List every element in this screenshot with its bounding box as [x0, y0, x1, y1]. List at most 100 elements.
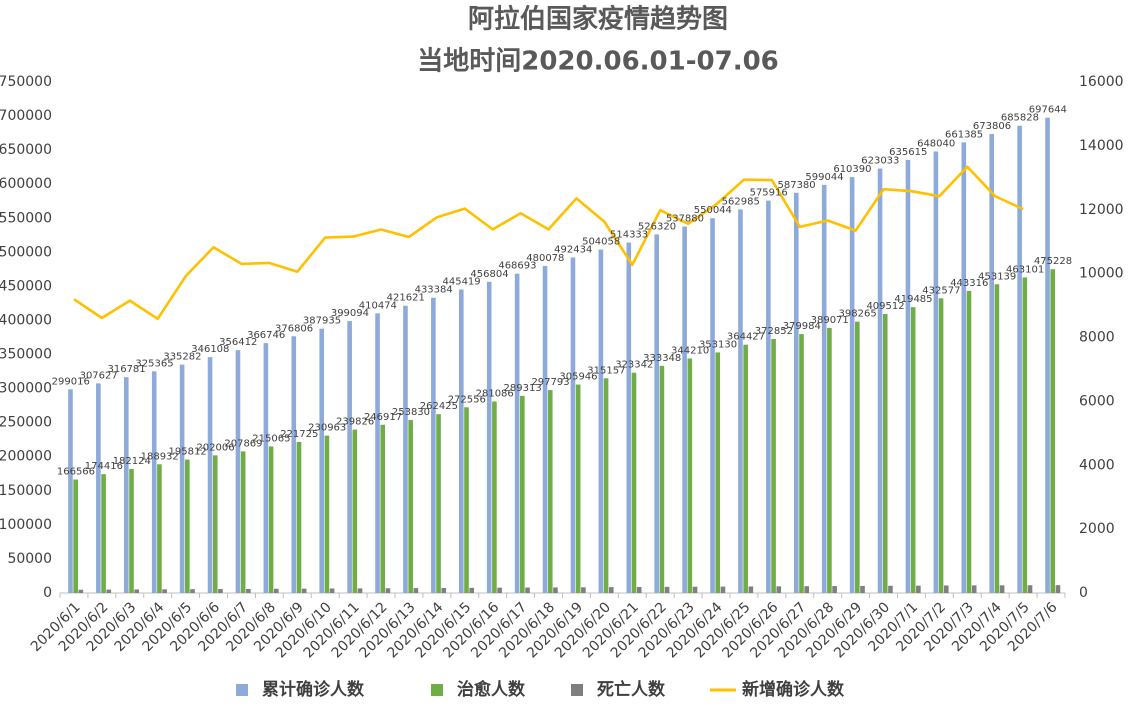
bar — [682, 226, 687, 594]
y-tick-label: 400000 — [0, 312, 52, 328]
bar — [608, 587, 614, 593]
bar — [626, 242, 632, 593]
data-label: 599044 — [805, 172, 843, 183]
bar — [581, 587, 586, 593]
y2-tick-label: 16000 — [1079, 74, 1124, 90]
y-tick-label: 50000 — [7, 551, 52, 567]
bar — [403, 305, 408, 593]
bar — [877, 168, 883, 594]
bar — [431, 297, 436, 593]
bar — [654, 234, 660, 593]
data-label: 661385 — [945, 129, 983, 140]
data-label: 610390 — [833, 164, 871, 175]
y-tick-label: 300000 — [0, 381, 52, 397]
bar — [575, 384, 581, 593]
y-tick-label: 200000 — [0, 449, 52, 465]
bar — [743, 344, 748, 593]
bar — [943, 585, 949, 593]
bar — [715, 352, 721, 593]
y-tick-label: 250000 — [0, 415, 52, 431]
data-label: 366746 — [247, 330, 285, 341]
data-label: 344210 — [671, 345, 709, 356]
y2-tick-label: 6000 — [1079, 393, 1115, 409]
y2-tick-label: 0 — [1079, 585, 1088, 601]
bar — [380, 424, 386, 593]
y-tick-label: 350000 — [0, 347, 52, 363]
data-label: 456804 — [470, 269, 508, 280]
bar — [413, 588, 419, 593]
data-label: 480078 — [526, 253, 564, 264]
data-label: 635615 — [889, 147, 927, 158]
data-label: 514333 — [610, 230, 648, 241]
data-label: 297793 — [531, 377, 569, 388]
bar — [273, 588, 279, 593]
data-label: 432577 — [922, 285, 960, 296]
bar — [408, 420, 413, 593]
bar — [486, 281, 492, 593]
legend-swatch — [236, 684, 248, 696]
bar — [692, 586, 698, 593]
bar — [999, 585, 1005, 593]
data-label: 305946 — [559, 372, 597, 383]
bar — [157, 464, 162, 593]
data-label: 195812 — [169, 447, 207, 458]
bar — [179, 364, 185, 593]
y2-tick-label: 4000 — [1079, 457, 1115, 473]
data-label: 409512 — [866, 301, 904, 312]
data-label: 399094 — [331, 308, 369, 319]
bar — [570, 257, 576, 593]
bar — [385, 588, 391, 593]
data-label: 550044 — [694, 205, 732, 216]
data-label: 475228 — [1034, 256, 1072, 267]
bar — [190, 589, 195, 593]
data-label: 299016 — [52, 376, 90, 387]
bar — [738, 209, 743, 593]
bar — [821, 184, 827, 593]
data-label: 325365 — [135, 358, 173, 369]
y2-tick-label: 2000 — [1079, 521, 1115, 537]
bar — [78, 589, 84, 593]
bar — [799, 334, 804, 593]
data-label: 230963 — [308, 423, 346, 434]
data-label: 562985 — [722, 196, 760, 207]
data-label: 174416 — [85, 461, 123, 472]
data-label: 433384 — [415, 285, 453, 296]
y-tick-label: 550000 — [0, 210, 52, 226]
y2-tick-label: 12000 — [1079, 202, 1124, 218]
y-tick-label: 0 — [43, 585, 52, 601]
legend-label: 治愈人数 — [457, 679, 526, 700]
bar — [525, 587, 530, 593]
data-label: 379984 — [783, 321, 821, 332]
bar — [464, 407, 469, 593]
data-label: 333348 — [643, 353, 681, 364]
y-tick-label: 650000 — [0, 142, 52, 158]
data-label: 575916 — [750, 188, 788, 199]
y-tick-label: 750000 — [0, 74, 52, 90]
y2-tick-label: 8000 — [1079, 330, 1115, 346]
bar — [296, 441, 302, 593]
bar — [966, 290, 972, 593]
bar — [185, 459, 190, 593]
data-label: 207869 — [224, 438, 262, 449]
bar — [776, 586, 782, 593]
legend-label: 死亡人数 — [597, 679, 666, 700]
data-label: 453139 — [978, 271, 1016, 282]
data-label: 356412 — [219, 337, 257, 348]
bar — [101, 474, 106, 593]
bar — [793, 192, 799, 593]
bar — [106, 589, 112, 593]
bar — [324, 435, 330, 593]
bar — [246, 588, 251, 593]
bar — [301, 588, 307, 593]
data-label: 182124 — [113, 456, 151, 467]
bar — [636, 587, 642, 593]
data-label: 315157 — [587, 365, 625, 376]
data-label: 376806 — [275, 323, 313, 334]
data-label: 202006 — [196, 442, 234, 453]
data-label: 307627 — [80, 370, 118, 381]
bar — [96, 383, 101, 593]
bar — [771, 338, 776, 593]
chart-subtitle: 当地时间2020.06.01-07.06 — [417, 47, 779, 77]
data-label: 443316 — [950, 278, 988, 289]
bar — [933, 151, 939, 593]
